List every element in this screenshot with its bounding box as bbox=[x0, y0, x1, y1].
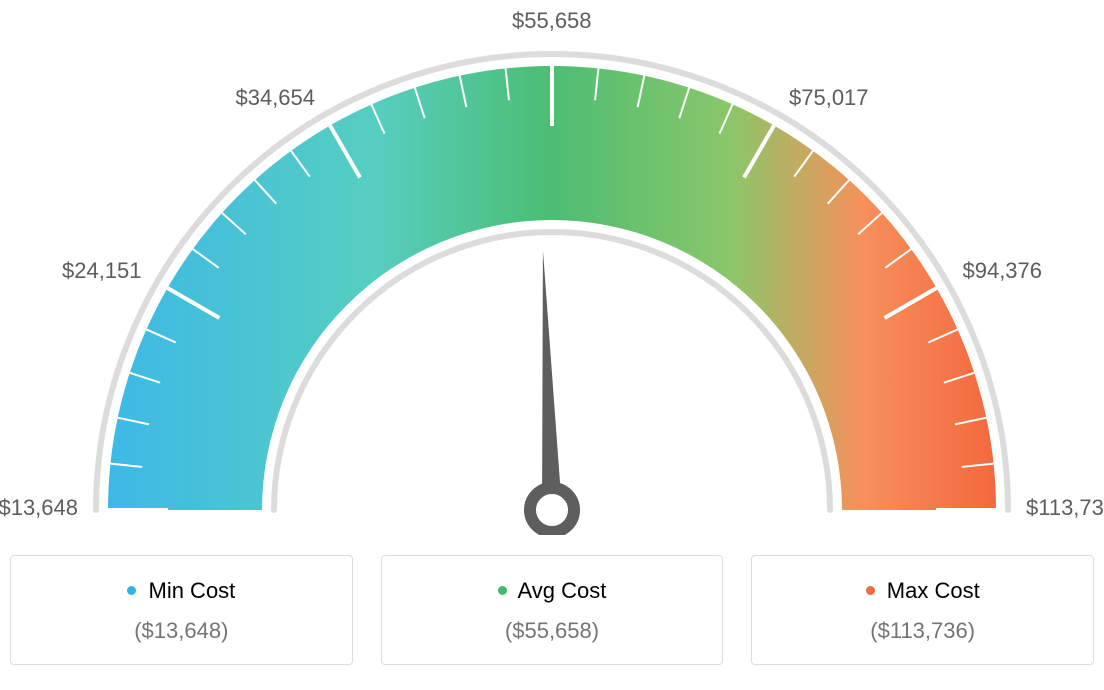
legend-label-avg: Avg Cost bbox=[518, 578, 607, 603]
legend-row: Min Cost ($13,648) Avg Cost ($55,658) Ma… bbox=[10, 555, 1094, 665]
legend-title-avg: Avg Cost bbox=[392, 578, 713, 604]
legend-title-min: Min Cost bbox=[21, 578, 342, 604]
gauge-tick-label: $94,376 bbox=[962, 258, 1042, 284]
legend-value-min: ($13,648) bbox=[21, 618, 342, 644]
cost-gauge-widget: $13,648$24,151$34,654$55,658$75,017$94,3… bbox=[10, 20, 1094, 665]
legend-card-max: Max Cost ($113,736) bbox=[751, 555, 1094, 665]
legend-card-min: Min Cost ($13,648) bbox=[10, 555, 353, 665]
dot-max-icon bbox=[866, 586, 875, 595]
legend-title-max: Max Cost bbox=[762, 578, 1083, 604]
legend-label-min: Min Cost bbox=[149, 578, 236, 603]
gauge-tick-label: $75,017 bbox=[789, 85, 869, 111]
legend-label-max: Max Cost bbox=[887, 578, 980, 603]
dot-avg-icon bbox=[498, 586, 507, 595]
gauge-svg bbox=[10, 20, 1094, 535]
gauge-tick-label: $13,648 bbox=[0, 495, 78, 521]
gauge-tick-label: $34,654 bbox=[235, 85, 315, 111]
gauge-area: $13,648$24,151$34,654$55,658$75,017$94,3… bbox=[10, 20, 1094, 535]
gauge-tick-label: $24,151 bbox=[62, 258, 142, 284]
legend-value-max: ($113,736) bbox=[762, 618, 1083, 644]
legend-value-avg: ($55,658) bbox=[392, 618, 713, 644]
gauge-tick-label: $113,736 bbox=[1026, 495, 1104, 521]
legend-card-avg: Avg Cost ($55,658) bbox=[381, 555, 724, 665]
gauge-tick-label: $55,658 bbox=[512, 8, 592, 34]
dot-min-icon bbox=[127, 586, 136, 595]
